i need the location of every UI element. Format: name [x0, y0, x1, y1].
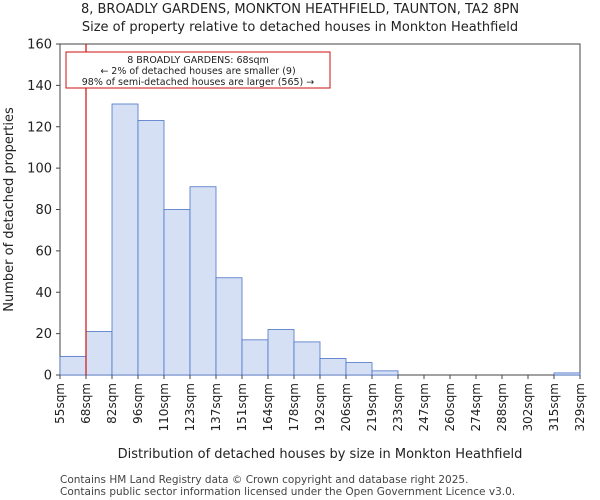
- x-tick-label: 110sqm: [157, 383, 171, 431]
- histogram-bar: [215, 277, 243, 376]
- y-tick-label: 40: [35, 286, 52, 301]
- x-tick-label: 123sqm: [183, 383, 197, 431]
- x-tick-label: 137sqm: [209, 383, 223, 431]
- x-tick-label: 315sqm: [547, 383, 561, 431]
- histogram-bar: [111, 103, 139, 376]
- histogram-bar: [319, 358, 347, 376]
- annotation-box: [65, 51, 331, 89]
- histogram-bar: [85, 331, 113, 376]
- histogram-bar: [371, 370, 399, 376]
- y-axis-label: Number of detached properties: [2, 107, 17, 312]
- x-tick-label: 192sqm: [313, 383, 327, 431]
- x-tick-label: 164sqm: [261, 383, 275, 431]
- histogram-bar: [267, 329, 295, 376]
- footer-copyright: Contains HM Land Registry data © Crown c…: [60, 474, 469, 486]
- x-tick-label: 151sqm: [235, 383, 249, 431]
- y-tick-label: 0: [44, 369, 52, 384]
- annotation-text-line: 8 BROADLY GARDENS: 68sqm: [127, 55, 269, 66]
- y-tick-label: 160: [27, 38, 52, 53]
- x-tick-label: 260sqm: [443, 383, 457, 431]
- x-axis-label: Distribution of detached houses by size …: [118, 447, 523, 462]
- y-tick-label: 100: [27, 162, 52, 177]
- chart-subtitle: Size of property relative to detached ho…: [81, 20, 519, 35]
- histogram-bar: [553, 372, 581, 376]
- histogram-bar: [293, 341, 321, 376]
- footer-licence: Contains public sector information licen…: [60, 486, 516, 498]
- histogram-bar: [163, 209, 191, 376]
- x-tick-label: 302sqm: [521, 383, 535, 431]
- x-tick-label: 247sqm: [417, 383, 431, 431]
- y-tick-label: 140: [27, 79, 52, 94]
- histogram-bar: [137, 120, 165, 376]
- annotation-text-line: ← 2% of detached houses are smaller (9): [100, 66, 295, 77]
- x-tick-label: 288sqm: [495, 383, 509, 431]
- x-tick-label: 178sqm: [287, 383, 301, 431]
- x-tick-label: 96sqm: [131, 383, 145, 424]
- annotation-text-line: 98% of semi-detached houses are larger (…: [82, 77, 315, 88]
- x-tick-label: 82sqm: [105, 383, 119, 424]
- y-tick-label: 60: [35, 244, 52, 259]
- y-tick-label: 120: [27, 120, 52, 135]
- x-tick-label: 274sqm: [469, 383, 483, 431]
- y-tick-label: 80: [35, 203, 52, 218]
- histogram-bar: [241, 339, 269, 376]
- x-tick-label: 219sqm: [365, 383, 379, 431]
- y-tick-label: 20: [35, 327, 52, 342]
- x-tick-label: 233sqm: [391, 383, 405, 431]
- x-tick-label: 55sqm: [53, 383, 67, 424]
- x-tick-label: 68sqm: [79, 383, 93, 424]
- histogram-bar: [345, 362, 373, 376]
- x-tick-label: 206sqm: [339, 383, 353, 431]
- histogram-bar: [189, 186, 217, 376]
- x-tick-label: 329sqm: [573, 383, 587, 431]
- histogram-bar: [59, 355, 87, 376]
- chart-title: 8, BROADLY GARDENS, MONKTON HEATHFIELD, …: [80, 2, 520, 17]
